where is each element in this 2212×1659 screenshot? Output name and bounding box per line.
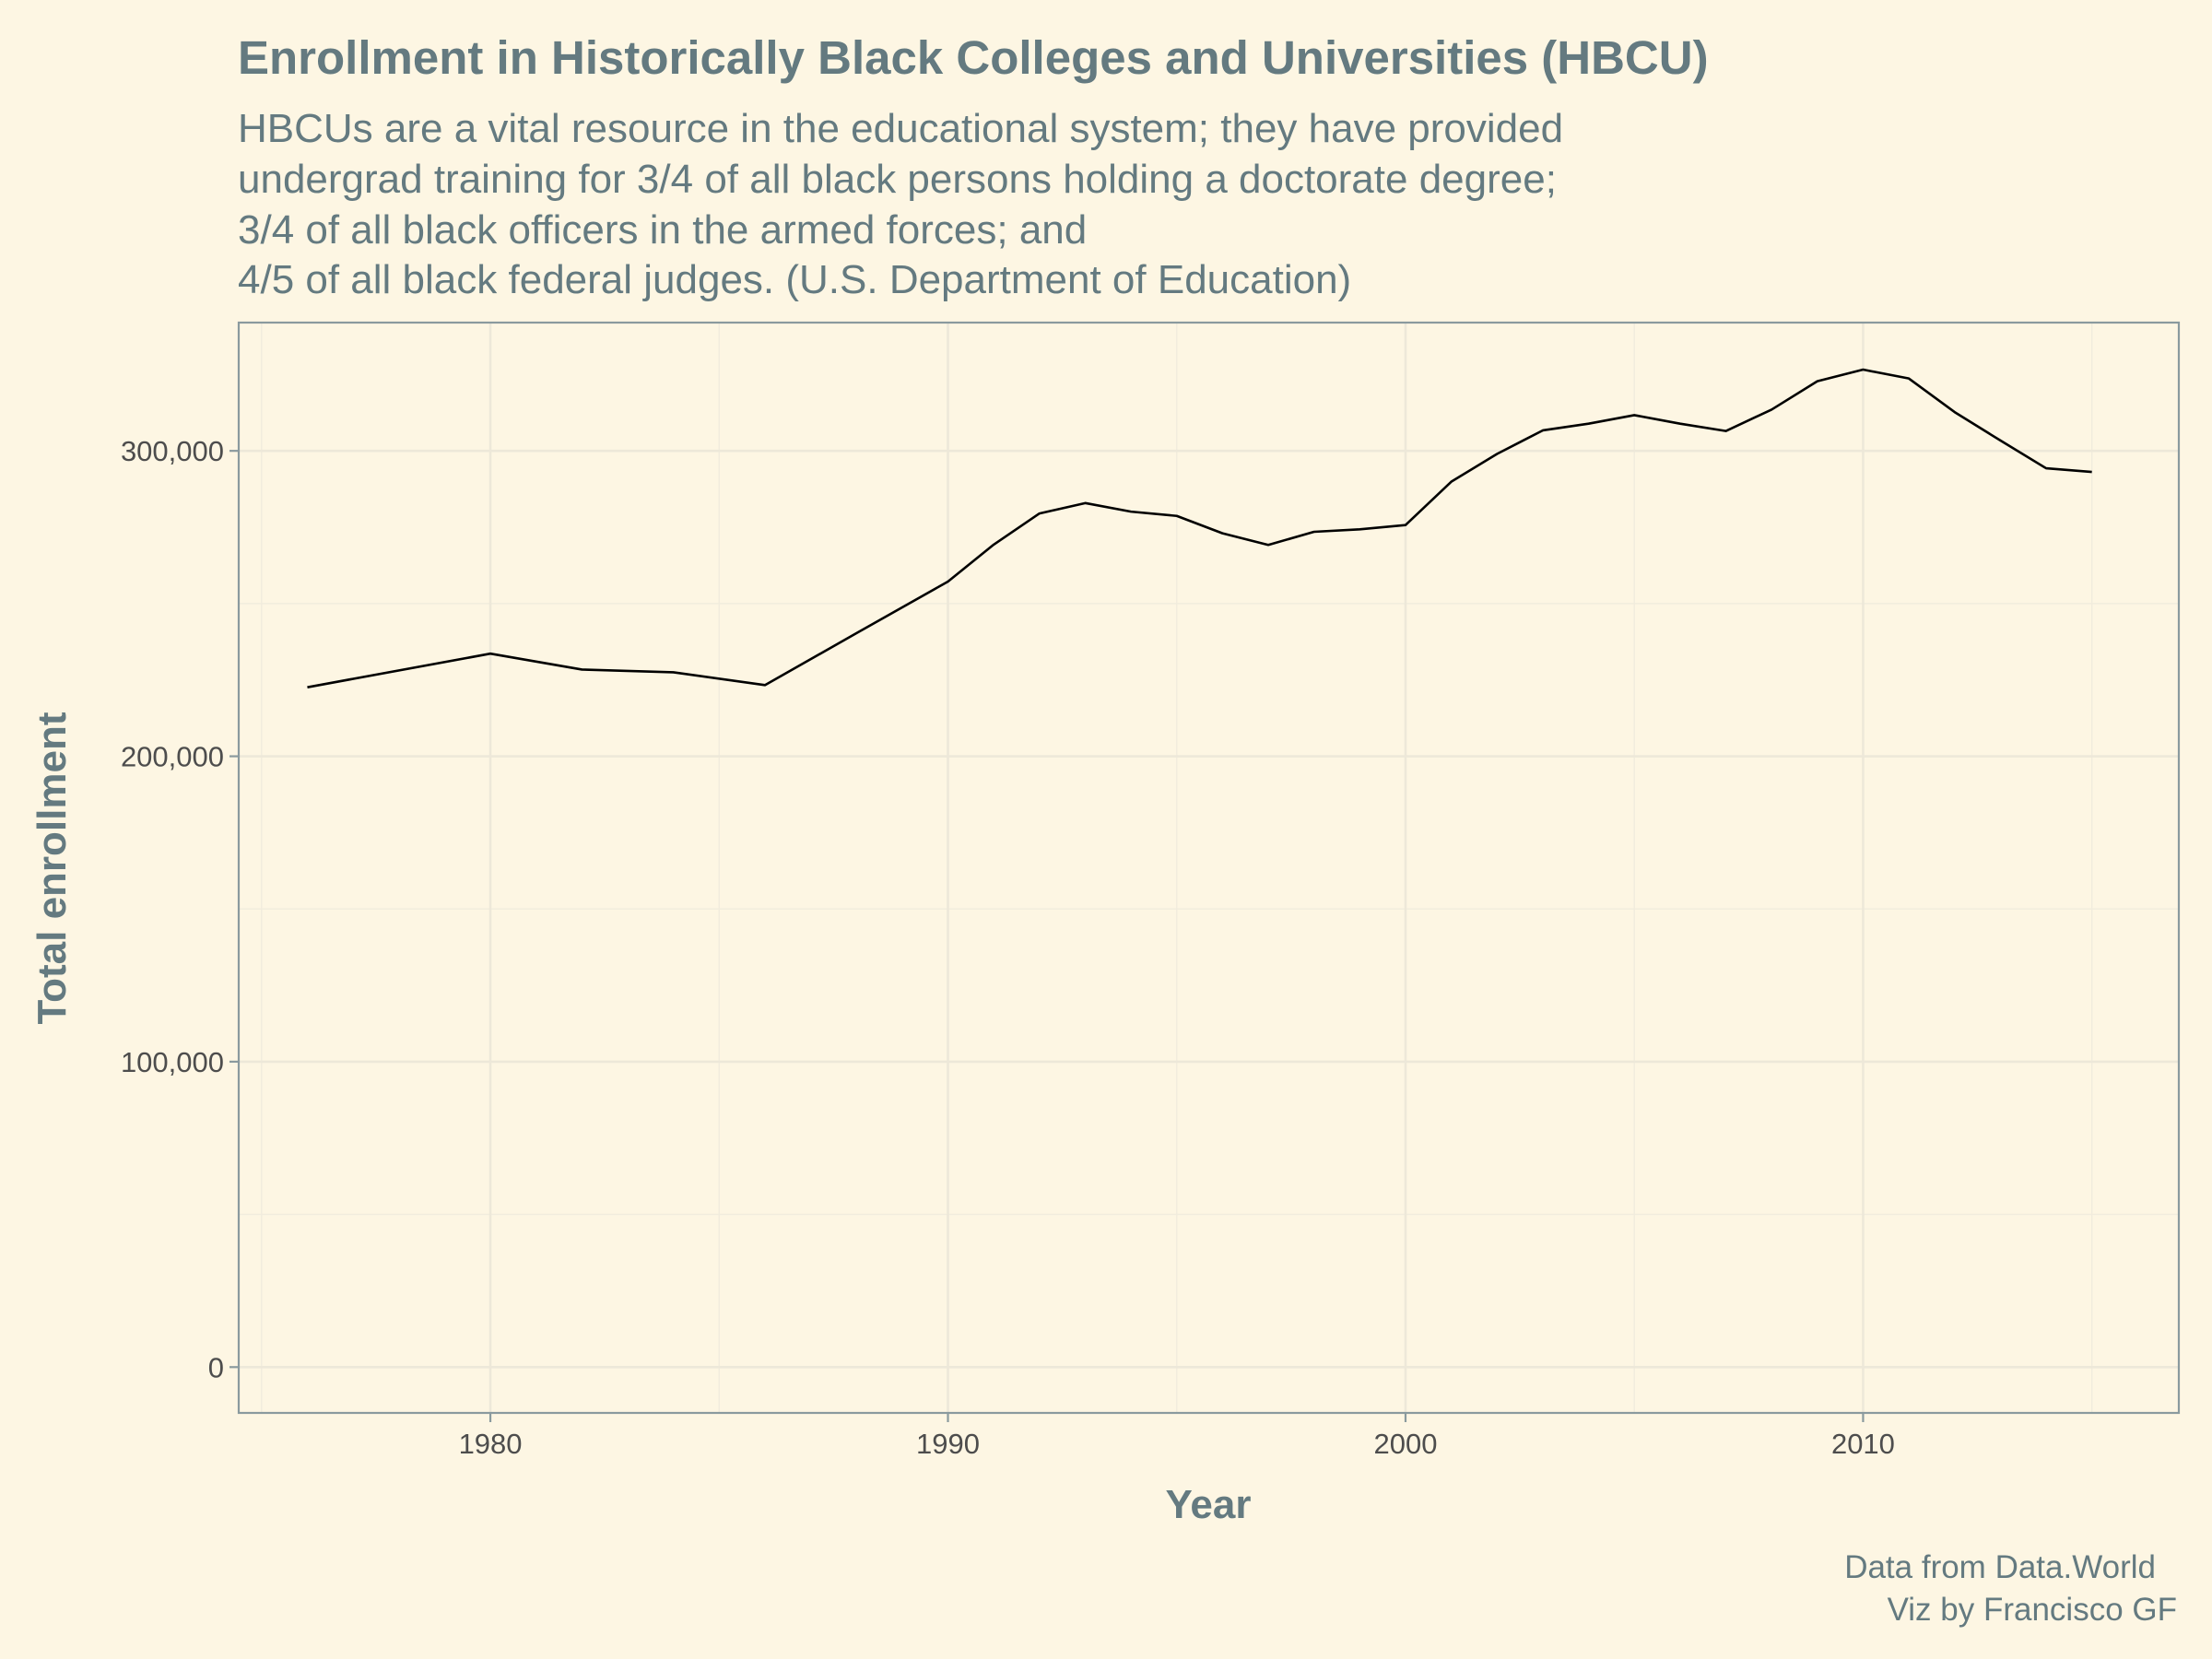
x-tick-label: 2000 (1373, 1428, 1437, 1460)
chart-subtitle-line-4: 4/5 of all black federal judges. (U.S. D… (238, 257, 1351, 302)
y-tick-label: 100,000 (121, 1046, 224, 1078)
y-tick-label: 0 (208, 1351, 224, 1383)
major-gridlines (239, 323, 2179, 1413)
panel-border (237, 321, 2181, 1415)
x-axis-title: Year (1166, 1482, 1252, 1527)
x-tick-label: 2010 (1831, 1428, 1895, 1460)
y-tick-label: 300,000 (121, 435, 224, 467)
chart-title: Enrollment in Historically Black College… (238, 31, 1709, 84)
y-axis-title: Total enrollment (29, 712, 75, 1024)
chart-subtitle-line-1: HBCUs are a vital resource in the educat… (238, 106, 1563, 151)
chart-subtitle-line-2: undergrad training for 3/4 of all black … (238, 157, 1557, 202)
caption-author: Viz by Francisco GF (1888, 1592, 2177, 1628)
y-tick-label: 200,000 (121, 741, 224, 773)
chart-subtitle-line-3: 3/4 of all black officers in the armed f… (238, 207, 1087, 253)
y-axis-ticks: 0 100,000 200,000 300,000 (121, 435, 239, 1383)
enrollment-line (307, 368, 2092, 688)
x-tick-label: 1990 (916, 1428, 980, 1460)
minor-gridlines (239, 323, 2179, 1413)
x-axis-ticks: 1980 1990 2000 2010 (459, 1413, 1895, 1460)
caption-source: Data from Data.World (1844, 1549, 2156, 1585)
x-tick-label: 1980 (459, 1428, 523, 1460)
